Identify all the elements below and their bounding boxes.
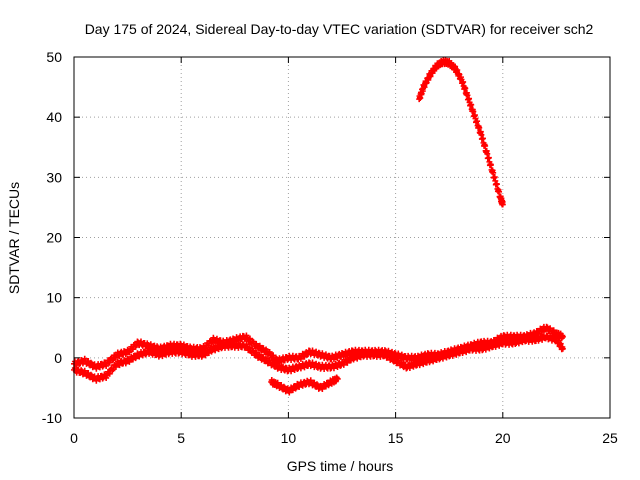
x-tick-label: 25 <box>602 430 618 446</box>
data-point <box>103 374 110 381</box>
data-point <box>391 355 398 362</box>
axis-ticks <box>73 56 611 419</box>
series-main-band-lower <box>71 332 566 384</box>
data-point <box>106 370 113 377</box>
data-point <box>266 348 273 355</box>
x-axis-label: GPS time / hours <box>287 458 394 474</box>
data-point <box>559 333 566 340</box>
x-tick-label: 15 <box>388 430 404 446</box>
data-point <box>559 345 566 352</box>
y-tick-label: 40 <box>46 109 62 125</box>
x-tick-label: 10 <box>281 430 297 446</box>
y-tick-label: 0 <box>54 350 62 366</box>
data-marks <box>71 56 566 396</box>
data-point <box>126 349 133 356</box>
x-tick-label: 20 <box>495 430 511 446</box>
data-point <box>334 375 341 382</box>
y-tick-label: 30 <box>46 169 62 185</box>
x-tick-labels: 0 5 10 15 20 25 <box>70 430 618 446</box>
data-point <box>103 362 110 369</box>
y-tick-label: 20 <box>46 230 62 246</box>
grid-lines <box>74 57 610 418</box>
series-dip-segment <box>268 374 341 396</box>
y-tick-label: 10 <box>46 290 62 306</box>
data-point <box>280 383 287 390</box>
data-point <box>87 371 94 378</box>
y-tick-label: -10 <box>42 410 62 426</box>
data-point <box>87 359 94 366</box>
x-tick-label: 0 <box>70 430 78 446</box>
chart-title: Day 175 of 2024, Sidereal Day-to-day VTE… <box>85 21 594 37</box>
x-tick-label: 5 <box>177 430 185 446</box>
y-tick-label: 50 <box>46 49 62 65</box>
data-point <box>109 357 116 364</box>
series-high-arc <box>416 56 506 208</box>
y-axis-label: SDTVAR / TECUs <box>6 182 22 294</box>
y-tick-labels: -10 0 10 20 30 40 50 <box>42 49 62 426</box>
data-point <box>499 201 506 208</box>
data-point <box>272 361 279 368</box>
series-main-band-upper <box>71 323 566 372</box>
data-point <box>112 363 119 370</box>
